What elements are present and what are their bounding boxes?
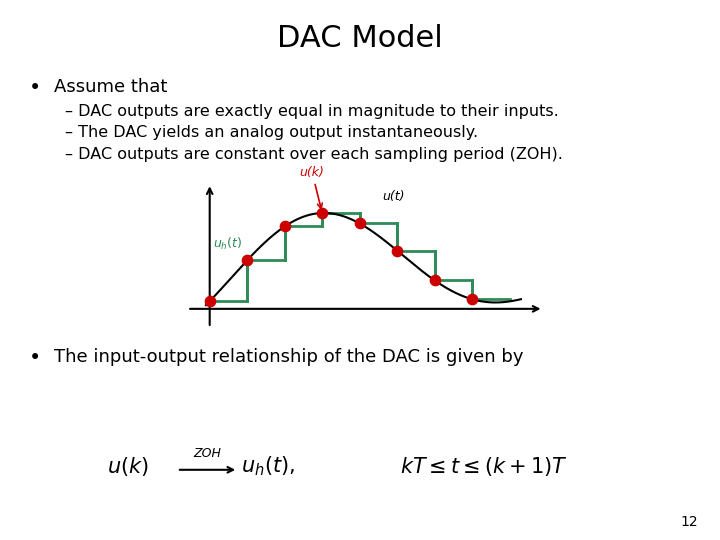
Text: $u_h(t)$: $u_h(t)$ — [213, 235, 243, 252]
Point — [317, 208, 328, 217]
Text: Assume that: Assume that — [54, 78, 167, 96]
Point — [204, 297, 215, 306]
Text: ZOH: ZOH — [194, 447, 222, 460]
Point — [354, 219, 366, 228]
Point — [392, 246, 403, 255]
Point — [241, 256, 253, 265]
Point — [429, 276, 441, 285]
Text: 12: 12 — [681, 515, 698, 529]
Point — [279, 222, 290, 231]
Point — [467, 295, 478, 303]
Text: – DAC outputs are constant over each sampling period (ZOH).: – DAC outputs are constant over each sam… — [65, 147, 562, 162]
Text: $u(k)$: $u(k)$ — [107, 455, 148, 477]
Text: •: • — [29, 348, 41, 368]
Text: $kT \leq t \leq (k+1)T$: $kT \leq t \leq (k+1)T$ — [400, 455, 568, 477]
Text: The input-output relationship of the DAC is given by: The input-output relationship of the DAC… — [54, 348, 523, 366]
Text: u(t): u(t) — [382, 190, 405, 203]
Text: DAC Model: DAC Model — [277, 24, 443, 53]
Text: •: • — [29, 78, 41, 98]
Text: – The DAC yields an analog output instantaneously.: – The DAC yields an analog output instan… — [65, 125, 478, 140]
Text: $u_h(t),$: $u_h(t),$ — [241, 454, 295, 478]
Text: – DAC outputs are exactly equal in magnitude to their inputs.: – DAC outputs are exactly equal in magni… — [65, 104, 559, 119]
Text: u(k): u(k) — [300, 166, 325, 208]
